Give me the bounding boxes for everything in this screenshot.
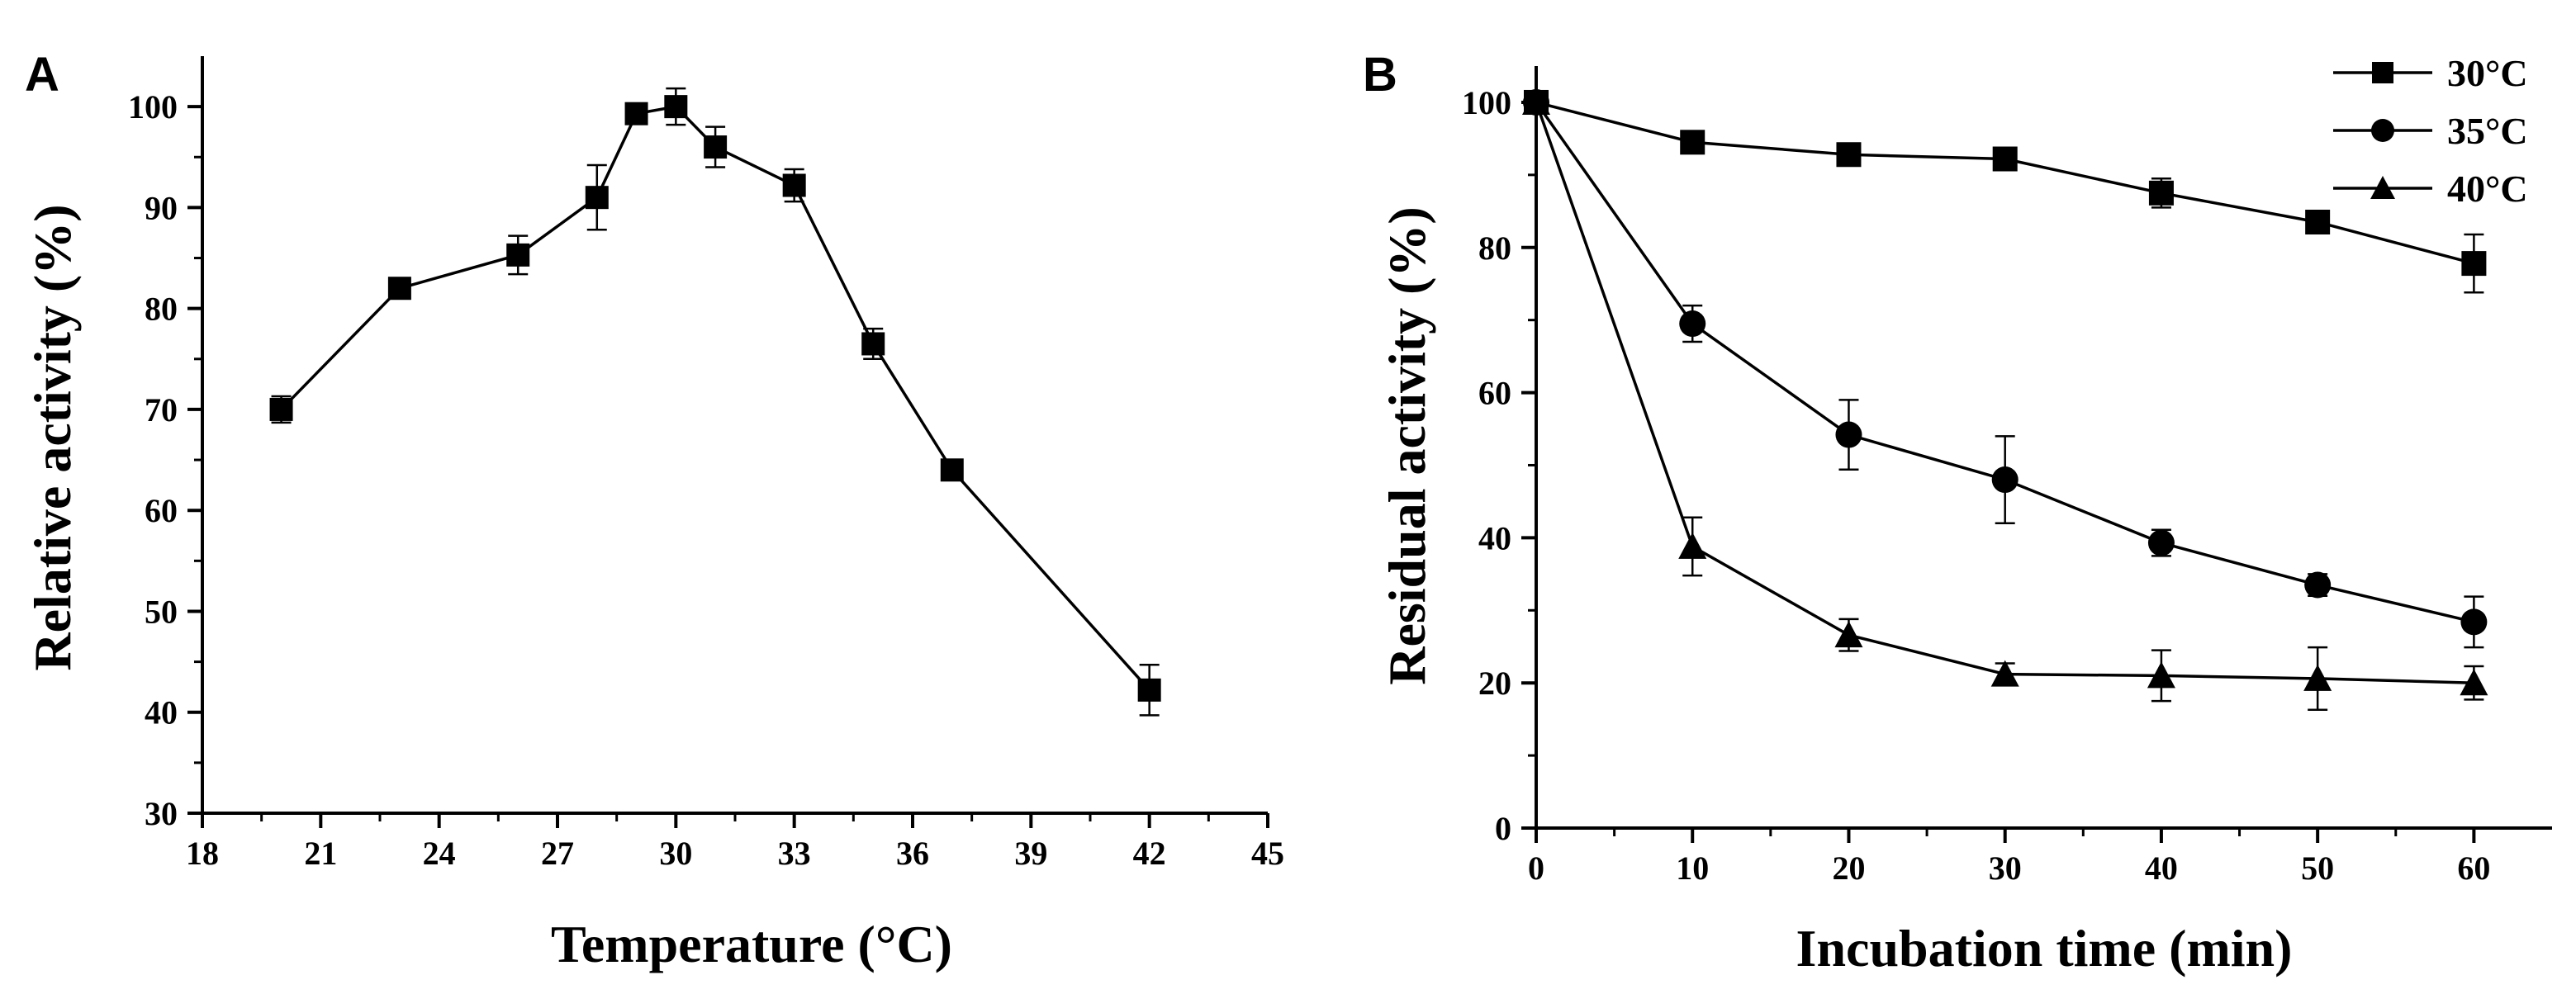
- data-point: [1836, 142, 1862, 168]
- data-point: [664, 95, 688, 119]
- x-tick-label: 42: [1133, 835, 1166, 872]
- x-axis-title: Incubation time (min): [1796, 919, 2293, 977]
- data-point: [1679, 310, 1706, 338]
- data-point: [2460, 669, 2488, 696]
- y-tick-label: 30: [145, 795, 178, 832]
- legend-label: 35°C: [2447, 110, 2528, 152]
- series-1: [1523, 88, 2488, 649]
- x-tick-label: 27: [541, 835, 574, 872]
- data-point: [506, 243, 530, 267]
- data-point: [624, 102, 648, 125]
- x-tick-label: 0: [1528, 850, 1544, 887]
- data-point: [2461, 251, 2487, 277]
- x-tick-label: 30: [659, 835, 692, 872]
- legend-label: 40°C: [2447, 168, 2528, 210]
- x-axis-title: Temperature (°C): [551, 915, 952, 973]
- y-tick-label: 90: [145, 189, 178, 226]
- y-tick-label: 100: [1462, 84, 1511, 121]
- data-point: [2460, 608, 2488, 636]
- data-point: [2303, 664, 2332, 691]
- data-point: [1137, 678, 1161, 702]
- data-point: [782, 173, 806, 197]
- data-point: [704, 135, 728, 159]
- x-tick-label: 36: [896, 835, 929, 872]
- data-point: [2148, 180, 2174, 206]
- y-tick-label: 0: [1495, 810, 1511, 847]
- data-point: [387, 277, 411, 301]
- panel-label: B: [1363, 48, 1397, 102]
- legend-marker: [2370, 176, 2395, 199]
- y-axis-title: Relative activity (%): [23, 204, 82, 670]
- data-point: [2147, 529, 2175, 556]
- series-0: [269, 87, 1161, 717]
- x-tick-label: 39: [1014, 835, 1047, 872]
- panel-label: A: [25, 48, 59, 102]
- data-point: [2305, 209, 2331, 234]
- legend-label: 30°C: [2447, 52, 2528, 94]
- panel-a: A 18 21 24 27 30 33 36 39 42 45 30 40 50 60 70 80 90 100 Te…: [23, 48, 1284, 973]
- y-axis-title: Residual activity (%): [1378, 206, 1436, 685]
- y-tick-label: 80: [1478, 230, 1511, 267]
- data-point: [1835, 421, 1862, 448]
- x-tick-label: 33: [778, 835, 811, 872]
- y-tick-label: 80: [145, 291, 178, 328]
- y-tick-label: 100: [128, 88, 178, 125]
- y-tick-label: 40: [145, 694, 178, 731]
- data-point: [1834, 621, 1863, 648]
- data-point: [861, 332, 885, 356]
- legend-marker: [2372, 62, 2393, 83]
- x-tick-label: 18: [186, 835, 219, 872]
- data-point: [940, 458, 964, 482]
- series-0: [1524, 89, 2487, 294]
- series-2: [1522, 88, 2488, 711]
- data-point: [269, 397, 293, 421]
- data-point: [585, 186, 609, 210]
- x-tick-label: 10: [1676, 850, 1709, 887]
- y-tick-label: 40: [1478, 519, 1511, 556]
- data-point: [1992, 146, 2018, 172]
- x-tick-label: 24: [423, 835, 456, 872]
- data-point: [1678, 532, 1707, 559]
- x-tick-label: 40: [2145, 850, 2178, 887]
- data-point: [2304, 571, 2332, 599]
- y-tick-label: 20: [1478, 665, 1511, 702]
- x-tick-label: 21: [304, 835, 337, 872]
- y-tick-label: 60: [1478, 375, 1511, 412]
- x-tick-label: 30: [1989, 850, 2022, 887]
- x-tick-label: 50: [2301, 850, 2334, 887]
- legend: 30°C 35°C 40°C: [2333, 52, 2528, 210]
- series-line: [280, 105, 1150, 692]
- x-tick-label: 60: [2457, 850, 2490, 887]
- y-tick-label: 70: [145, 391, 178, 428]
- data-point: [1990, 660, 2019, 687]
- panel-b: B 0 10 20 30 40 50 60 0 20 40 60 80 100 Incubation tim…: [1363, 48, 2552, 977]
- data-point: [1680, 130, 1705, 155]
- x-tick-label: 20: [1832, 850, 1865, 887]
- legend-marker: [2371, 119, 2394, 142]
- data-point: [1522, 88, 1550, 115]
- y-tick-label: 50: [145, 593, 178, 630]
- y-tick-label: 60: [145, 492, 178, 529]
- series-line: [1535, 101, 2474, 624]
- x-tick-label: 45: [1251, 835, 1284, 872]
- series-line: [1535, 101, 2474, 265]
- data-point: [2147, 661, 2175, 689]
- data-point: [1991, 466, 2019, 494]
